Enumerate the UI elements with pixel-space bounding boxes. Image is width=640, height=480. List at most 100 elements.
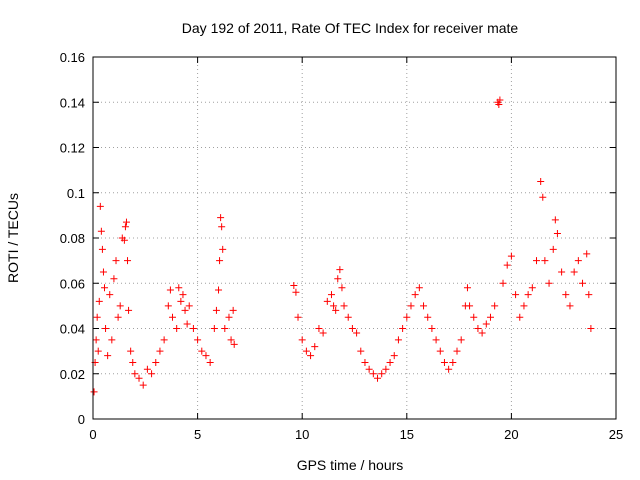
data-point: [374, 374, 382, 382]
data-point: [440, 358, 448, 366]
data-point: [478, 329, 486, 337]
data-point: [122, 218, 130, 226]
data-point: [185, 302, 193, 310]
data-point: [218, 223, 226, 231]
data-point: [420, 302, 428, 310]
data-point: [399, 325, 407, 332]
x-tick-labels: 0 5 10 15 20 25: [89, 427, 623, 442]
data-point: [135, 374, 143, 382]
data-point: [104, 352, 112, 360]
data-point: [496, 96, 504, 104]
data-point: [503, 261, 511, 269]
axis-ticks: [92, 56, 617, 420]
data-point: [528, 284, 536, 292]
data-point: [449, 358, 457, 366]
data-point: [143, 365, 151, 373]
data-point: [221, 325, 229, 332]
data-point: [93, 313, 101, 321]
x-tick-label: 10: [295, 427, 309, 442]
data-point: [541, 257, 549, 265]
data-point: [92, 336, 100, 344]
data-point: [562, 291, 570, 299]
data-point: [491, 302, 499, 310]
data-point: [294, 313, 302, 321]
grid-lines: [93, 57, 616, 419]
data-point: [90, 388, 98, 396]
data-point: [290, 282, 298, 290]
data-point: [94, 347, 102, 355]
data-point: [198, 347, 206, 355]
data-point: [539, 193, 547, 201]
y-tick-label: 0.16: [60, 50, 85, 65]
data-point: [307, 352, 315, 360]
data-point: [474, 325, 482, 332]
data-point: [551, 216, 559, 224]
data-point: [120, 236, 128, 244]
data-point: [428, 325, 436, 332]
data-point: [311, 343, 319, 351]
y-axis-label: ROTI / TECUs: [5, 193, 21, 283]
data-point: [160, 336, 168, 344]
data-point: [189, 325, 197, 332]
data-point: [229, 306, 237, 314]
data-point: [114, 313, 122, 321]
data-point: [558, 268, 566, 276]
data-point: [348, 325, 356, 332]
data-point: [127, 347, 135, 355]
data-point: [463, 284, 471, 292]
data-point: [129, 358, 137, 366]
data-point: [470, 313, 478, 321]
data-point: [524, 291, 532, 299]
y-tick-label: 0.14: [60, 95, 85, 110]
data-point: [415, 284, 423, 292]
data-point: [210, 325, 218, 332]
data-point: [579, 279, 587, 287]
data-point: [382, 365, 390, 373]
data-point: [432, 336, 440, 344]
data-point: [227, 336, 235, 344]
data-point: [230, 340, 238, 348]
data-point: [131, 370, 139, 378]
data-point: [516, 313, 524, 321]
data-point: [99, 268, 107, 276]
x-tick-label: 0: [89, 427, 96, 442]
data-points: [90, 96, 595, 396]
data-point: [365, 365, 373, 373]
data-point: [566, 302, 574, 310]
data-point: [112, 257, 120, 265]
data-point: [168, 313, 176, 321]
data-point: [482, 320, 490, 328]
data-point: [553, 229, 561, 237]
data-point: [215, 286, 223, 294]
y-tick-label: 0.04: [60, 322, 85, 337]
data-point: [574, 257, 582, 265]
data-point: [361, 358, 369, 366]
data-point: [101, 284, 109, 292]
data-point: [219, 245, 227, 253]
y-tick-labels: 0 0.02 0.04 0.06 0.08 0.1 0.12 0.14 0.16: [60, 50, 85, 427]
data-point: [327, 291, 335, 299]
data-point: [319, 329, 327, 337]
data-point: [585, 291, 593, 299]
data-point: [394, 336, 402, 344]
data-point: [495, 101, 503, 109]
data-point: [292, 288, 300, 296]
data-point: [302, 347, 310, 355]
data-point: [323, 297, 331, 305]
data-point: [499, 279, 507, 287]
data-point: [436, 347, 444, 355]
data-point: [453, 347, 461, 355]
data-point: [156, 347, 164, 355]
data-point: [340, 302, 348, 310]
data-point: [183, 320, 191, 328]
data-point: [179, 291, 187, 299]
data-point: [95, 297, 103, 305]
data-point: [336, 266, 344, 274]
data-point: [587, 325, 595, 332]
data-point: [466, 302, 474, 310]
data-point: [537, 177, 545, 185]
x-tick-label: 20: [504, 427, 518, 442]
data-point: [148, 370, 156, 378]
data-point: [102, 325, 110, 332]
